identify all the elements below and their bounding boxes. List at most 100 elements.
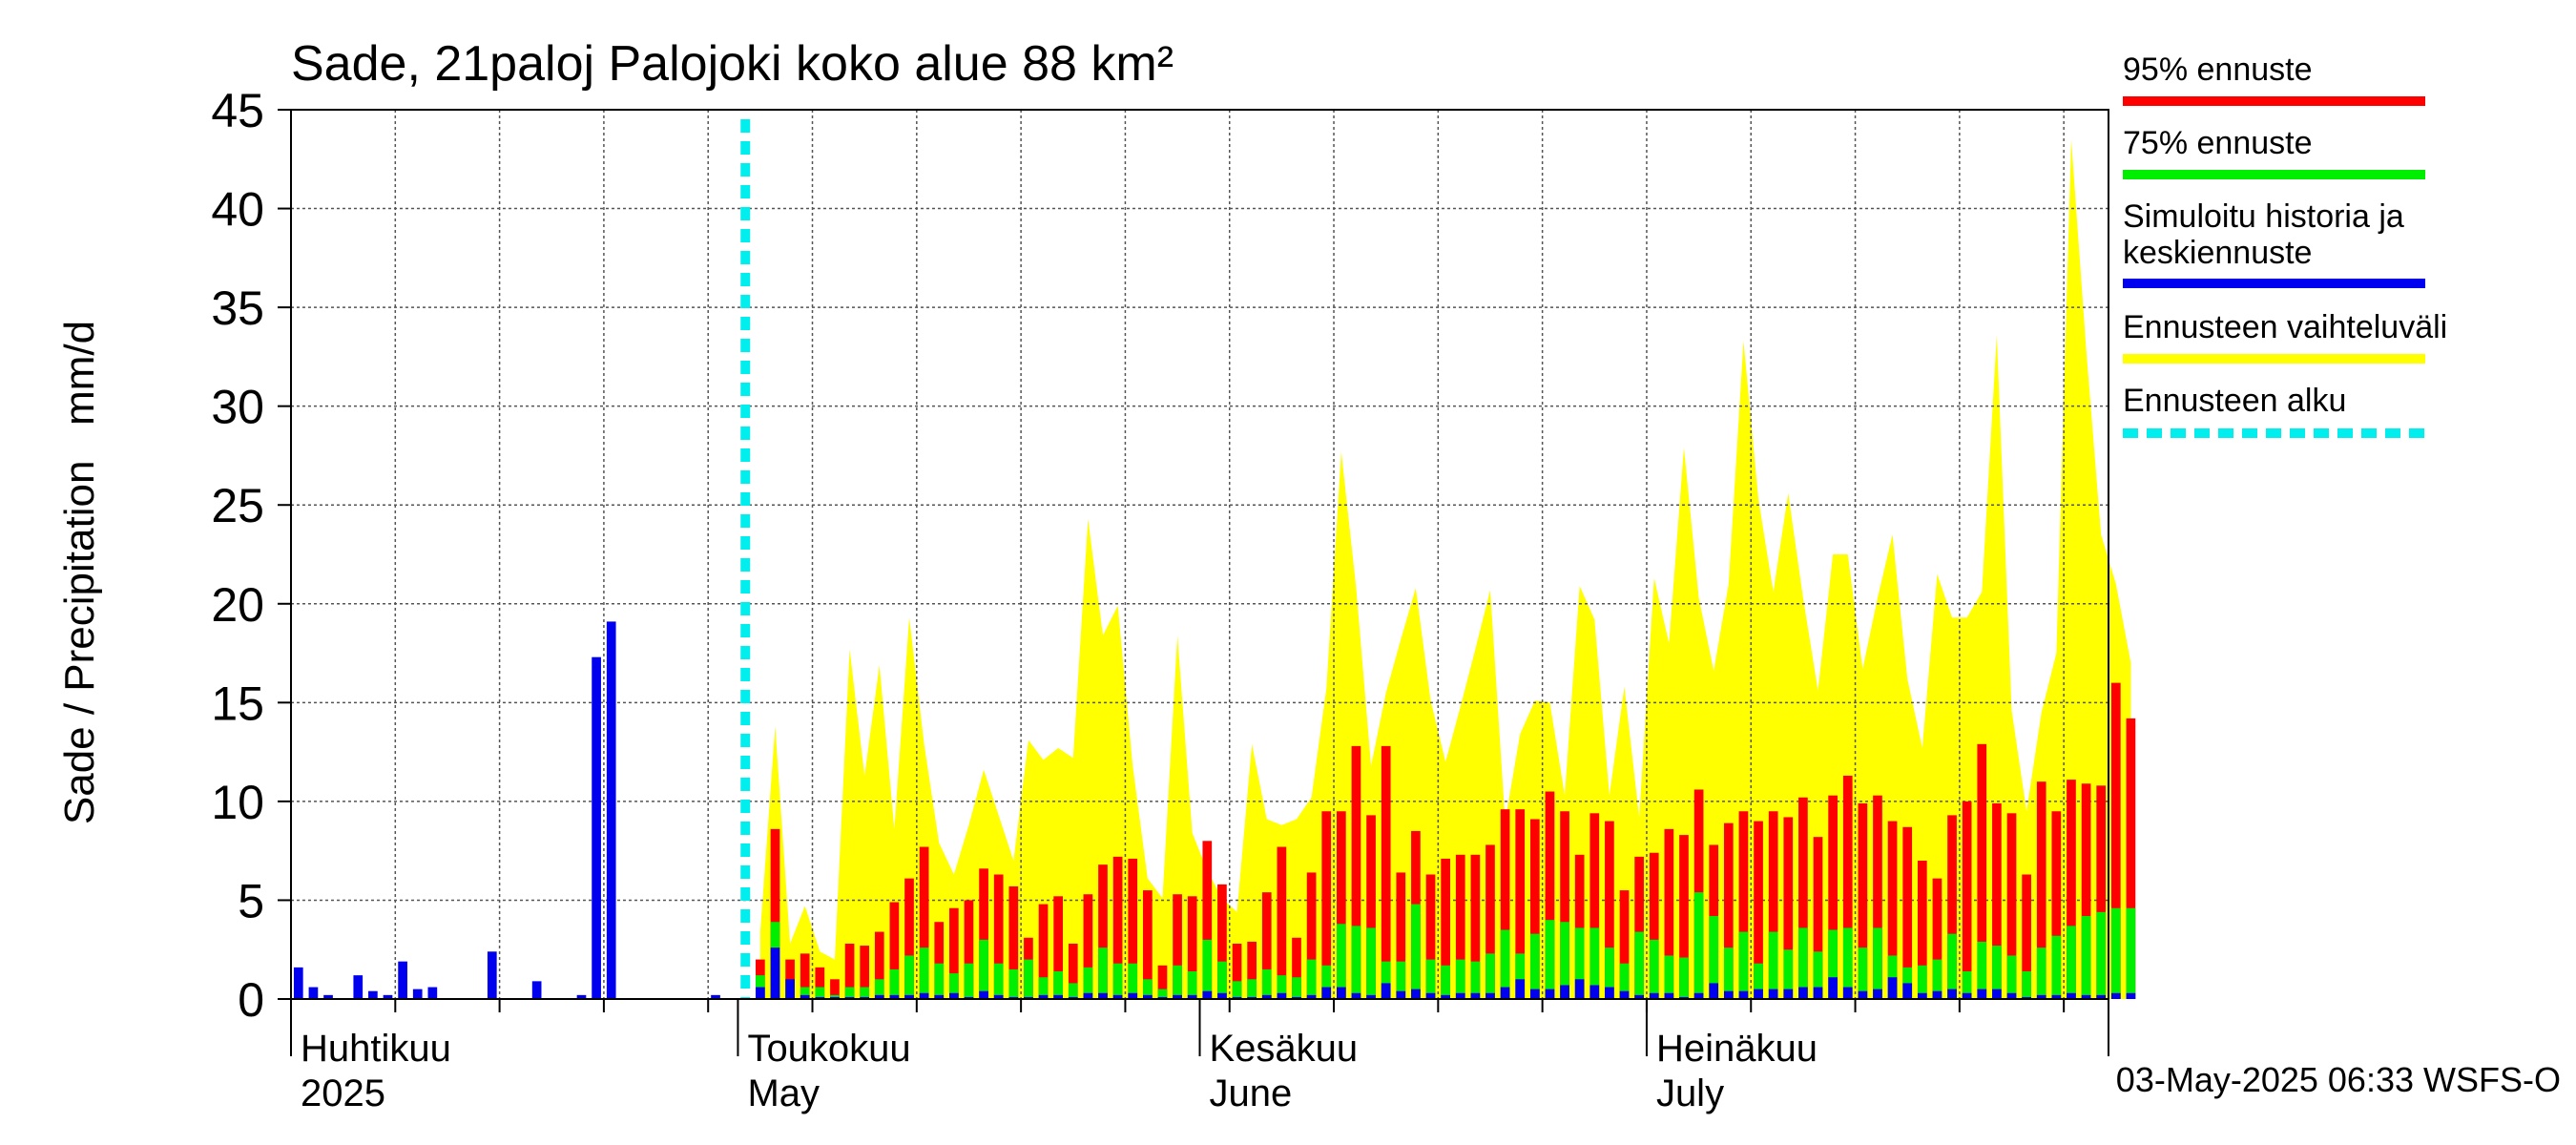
legend-label: Ennusteen alku [2123, 383, 2346, 419]
y-tick-label: 10 [211, 776, 264, 829]
legend-label: 75% ennuste [2123, 125, 2313, 161]
p75-bar [1396, 961, 1406, 999]
p95-bar [1679, 835, 1689, 999]
p75-bar [2067, 926, 2076, 999]
p75-bar [860, 987, 870, 999]
p75-bar [1381, 961, 1391, 999]
p75-bar [1768, 931, 1778, 999]
median-bar [1485, 992, 1495, 999]
p75-bar [1351, 926, 1361, 999]
p75-bar [1083, 967, 1093, 999]
median-bar [2126, 992, 2136, 999]
grid [290, 110, 2109, 999]
p95-bar [1232, 944, 1242, 999]
p95-bar [1842, 775, 1853, 999]
p75-bar [1723, 947, 1734, 999]
median-bar [889, 994, 900, 999]
median-bar [1068, 996, 1078, 999]
median-bar [1693, 992, 1704, 999]
p95-bar [1292, 937, 1301, 999]
p75-bar [904, 955, 914, 999]
p95-bar [1008, 885, 1019, 999]
p95-bar [979, 868, 988, 999]
p75-bar [1545, 920, 1555, 999]
p95-bar [1143, 890, 1153, 999]
p75-bar [1947, 933, 1957, 999]
p95-bar [1053, 896, 1064, 999]
p95-bar [1128, 858, 1138, 999]
median-bar [1515, 979, 1526, 999]
p95-bar [949, 907, 959, 999]
median-bar [964, 996, 974, 999]
p95-bar [1754, 821, 1763, 999]
p95-bar [1798, 797, 1808, 999]
median-bar [934, 994, 945, 999]
median-bar [1560, 985, 1569, 999]
p95-bar [1098, 864, 1108, 999]
p95-bar [1902, 826, 1913, 999]
legend: 95% ennuste 75% ennuste Simuloitu historia… [2123, 52, 2447, 438]
p95-bar [1605, 821, 1614, 999]
month-label-en: July [1656, 1072, 1724, 1114]
p75-bar [1187, 971, 1197, 999]
p75-bar [2110, 907, 2121, 999]
p95-bar [1529, 819, 1540, 999]
month-label-fi: Huhtikuu [301, 1028, 451, 1070]
median-bar [1008, 996, 1019, 999]
p95-bar [1768, 811, 1778, 999]
axes: 051015202530354045Huhtikuu2025ToukokuuMa… [211, 84, 2109, 1114]
p75-bar [1589, 927, 1600, 999]
history-bar [398, 961, 407, 999]
chart-title: Sade, 21paloj Palojoki koko alue 88 km² [291, 36, 1174, 92]
month-label-fi: Heinäkuu [1656, 1028, 1818, 1070]
median-bar [1917, 992, 1927, 999]
p75-bar [1202, 939, 1213, 999]
p95-bar [785, 959, 795, 999]
p75-bar [1858, 947, 1868, 999]
median-bar [815, 996, 825, 999]
y-tick-label: 0 [238, 973, 264, 1027]
p75-bar [1529, 933, 1540, 999]
median-bar [993, 994, 1004, 999]
p75-bar [1813, 951, 1823, 999]
p95-bar [1336, 811, 1346, 999]
median-bar [1441, 994, 1450, 999]
p95-bar [1157, 965, 1168, 999]
p95-bar [770, 828, 780, 999]
y-tick-label: 20 [211, 578, 264, 632]
timestamp-label: 03-May-2025 06:33 WSFS-O [2116, 1060, 2561, 1099]
p75-bar [1098, 947, 1108, 999]
p75-bar [1157, 989, 1168, 999]
p95-bar [1649, 852, 1659, 999]
median-bar [2051, 994, 2062, 999]
p95-bar [964, 900, 974, 999]
median-bar [1024, 996, 1033, 999]
median-bar [1366, 994, 1376, 999]
median-bar [2081, 994, 2091, 999]
p95-bar [1083, 894, 1093, 999]
y-tick-label: 25 [211, 479, 264, 532]
p95-bar [2036, 781, 2046, 999]
p75-bar [1560, 922, 1569, 999]
p95-bar [889, 902, 900, 999]
bars [293, 621, 2136, 999]
p75-bar [1917, 965, 1927, 999]
p75-bar [1842, 927, 1853, 999]
median-bar [2022, 996, 2031, 999]
p75-bar [1455, 959, 1465, 999]
legend-label: 95% ennuste [2123, 52, 2313, 88]
p95-bar [1425, 874, 1436, 999]
median-bar [1411, 989, 1421, 999]
y-tick-label: 5 [238, 874, 264, 927]
y-tick-label: 35 [211, 281, 264, 335]
median-bar [1425, 992, 1436, 999]
median-bar [1470, 992, 1481, 999]
p75-bar [2096, 911, 2107, 999]
p75-bar [993, 963, 1004, 999]
p75-bar [1411, 904, 1421, 999]
month-label-fi: Toukokuu [747, 1028, 910, 1070]
p75-bar [1992, 946, 2002, 999]
median-bar [756, 987, 765, 999]
history-bar [368, 990, 378, 999]
history-bar [606, 621, 616, 999]
